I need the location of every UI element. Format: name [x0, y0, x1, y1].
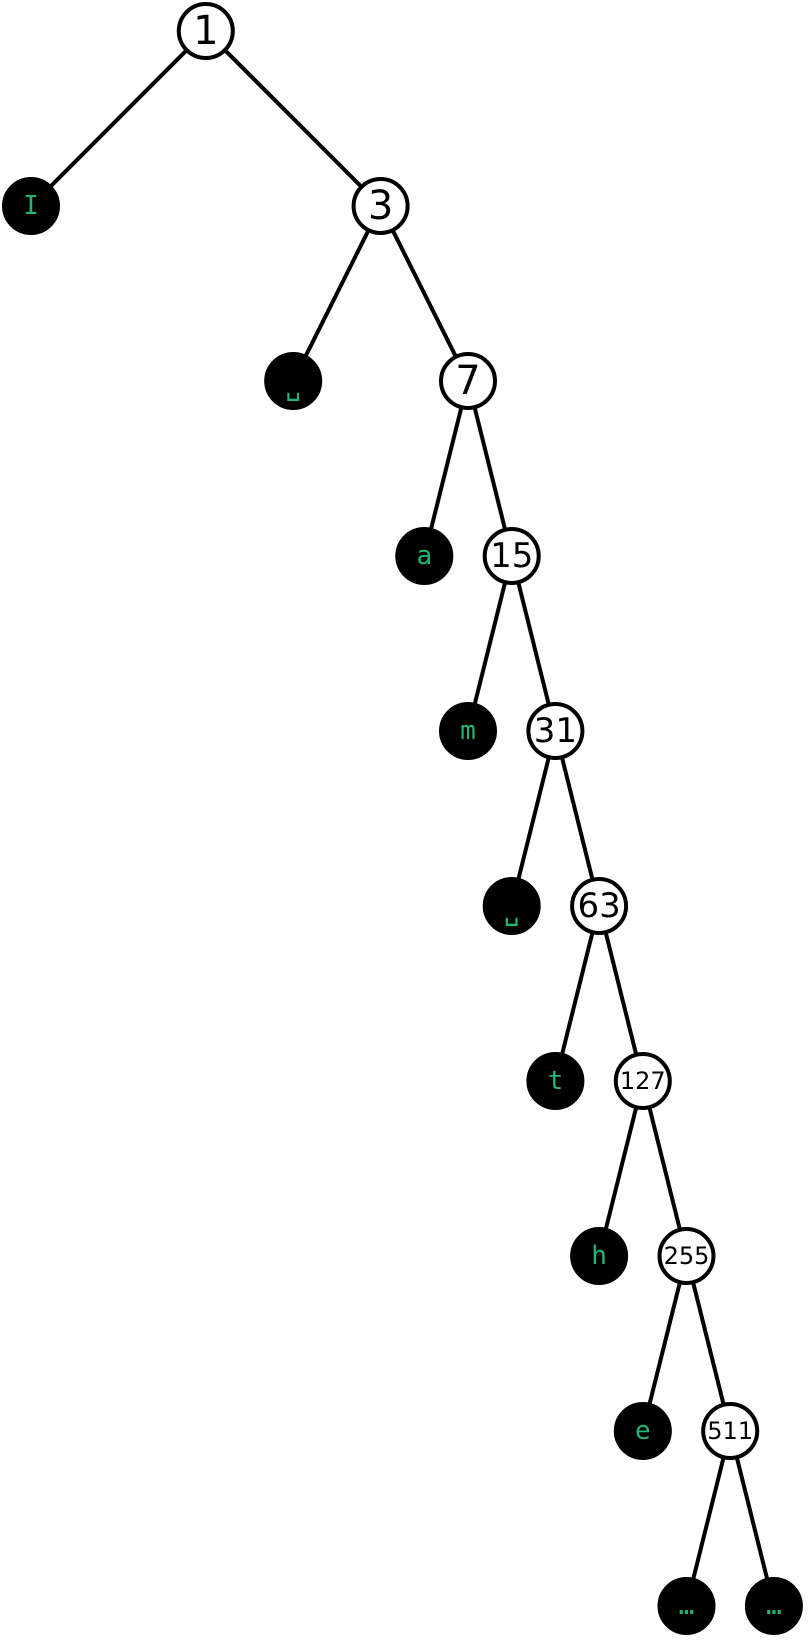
edge-n31-l-space2	[516, 757, 551, 880]
internal-node-n1: 1	[176, 2, 235, 60]
node-circle	[701, 1402, 760, 1460]
node-circle	[744, 1577, 803, 1635]
edge-n3-n7	[391, 230, 458, 357]
edge-n1-n3	[224, 49, 363, 188]
edge-n255-n511	[691, 1282, 726, 1405]
leaf-node-l-ellipsis1: …	[657, 1577, 716, 1635]
edges-layer	[49, 49, 770, 1580]
leaf-node-l-ellipsis2: …	[744, 1577, 803, 1635]
node-circle	[570, 877, 629, 935]
leaf-node-l-h: h	[570, 1227, 629, 1285]
node-circle	[395, 527, 454, 585]
node-label: …	[679, 1591, 695, 1621]
node-circle	[657, 1577, 716, 1635]
internal-node-n31: 31	[526, 702, 585, 760]
node-label: 1	[193, 8, 218, 54]
node-label: 63	[577, 886, 620, 926]
edge-n511-l-ellipsis1	[691, 1457, 726, 1580]
edge-n7-n15	[472, 407, 507, 530]
node-circle	[613, 1052, 672, 1110]
internal-node-n3: 3	[351, 177, 410, 235]
node-circle	[2, 177, 60, 235]
edge-n63-l-t	[560, 932, 595, 1055]
node-circle	[570, 1227, 629, 1285]
leaf-node-l-I: I	[2, 177, 60, 235]
internal-node-n255: 255	[657, 1227, 716, 1285]
node-label: 511	[707, 1417, 753, 1445]
node-label: h	[591, 1241, 607, 1271]
node-circle	[264, 352, 323, 410]
edge-n31-n63	[560, 757, 595, 880]
leaf-node-l-m: m	[439, 702, 497, 760]
internal-node-n511: 511	[701, 1402, 760, 1460]
node-circle	[526, 1052, 585, 1110]
node-label: m	[460, 716, 476, 746]
edge-n127-l-h	[603, 1107, 638, 1230]
node-label: 3	[368, 183, 393, 229]
internal-node-n15: 15	[482, 527, 541, 585]
node-circle	[351, 177, 410, 235]
internal-node-n63: 63	[570, 877, 629, 935]
node-label: e	[635, 1416, 651, 1446]
edge-n127-n255	[647, 1107, 682, 1230]
node-label: a	[416, 541, 432, 571]
node-label: ␣	[285, 372, 301, 402]
node-circle	[482, 527, 541, 585]
edge-n15-l-m	[472, 582, 507, 705]
edge-n1-l-I	[49, 49, 188, 188]
node-circle	[657, 1227, 716, 1285]
edge-n15-n31	[516, 582, 551, 705]
node-label: 15	[490, 536, 533, 576]
node-label: I	[23, 191, 39, 221]
edge-n7-l-a	[429, 407, 464, 530]
edge-n511-l-ellipsis2	[735, 1457, 770, 1580]
leaf-node-l-e: e	[613, 1402, 672, 1460]
leaf-node-l-space1: ␣	[264, 352, 323, 410]
edge-n255-l-e	[647, 1282, 682, 1405]
leaf-node-l-t: t	[526, 1052, 585, 1110]
node-label: 127	[620, 1067, 666, 1095]
node-label: 255	[664, 1242, 710, 1270]
internal-node-n7: 7	[439, 352, 497, 410]
node-circle	[482, 877, 541, 935]
node-label: …	[766, 1591, 782, 1621]
node-circle	[439, 352, 497, 410]
node-circle	[176, 2, 235, 60]
node-circle	[526, 702, 585, 760]
edge-n63-n127	[603, 932, 638, 1055]
node-label: 7	[455, 358, 480, 404]
leaf-node-l-a: a	[395, 527, 454, 585]
internal-node-n127: 127	[613, 1052, 672, 1110]
node-label: 31	[534, 711, 577, 751]
node-label: ␣	[504, 897, 520, 927]
edge-n3-l-space1	[303, 230, 370, 357]
leaf-node-l-space2: ␣	[482, 877, 541, 935]
node-circle	[613, 1402, 672, 1460]
node-label: t	[548, 1066, 564, 1096]
node-circle	[439, 702, 497, 760]
